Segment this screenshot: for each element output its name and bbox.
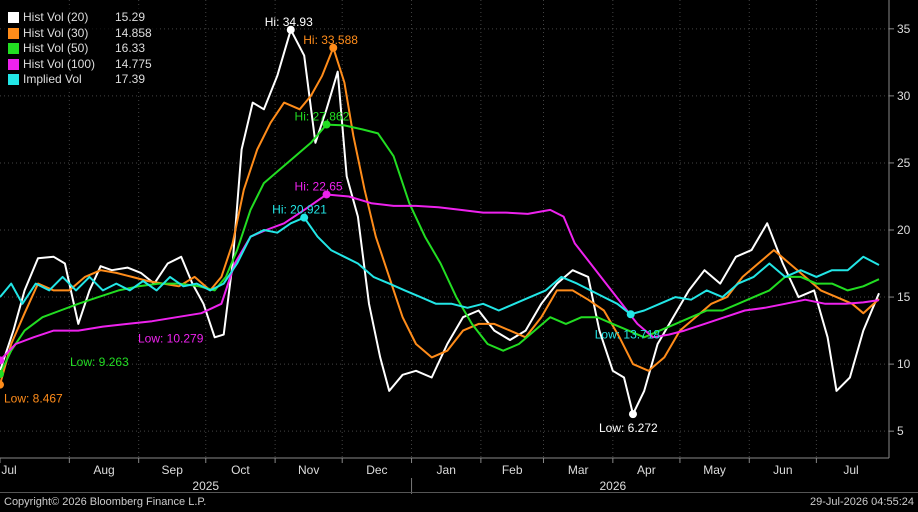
x-tick-label: Jul xyxy=(843,463,858,477)
legend-swatch xyxy=(8,58,19,70)
x-tick-label: Jun xyxy=(773,463,792,477)
legend-series-value: 15.29 xyxy=(115,10,146,24)
x-tick-label: Feb xyxy=(502,463,523,477)
marker-label-hi-1: Hi: 33.588 xyxy=(303,33,358,47)
x-tick-label: Jan xyxy=(437,463,456,477)
year-label: 2026 xyxy=(599,479,626,493)
x-tick-label: Apr xyxy=(637,463,656,477)
x-tick-label: Dec xyxy=(366,463,387,477)
legend-swatch xyxy=(8,12,19,24)
legend-series-name: Implied Vol xyxy=(23,72,82,86)
year-label: 2025 xyxy=(192,479,219,493)
x-tick-label: Mar xyxy=(568,463,589,477)
footer: Copyright© 2026 Bloomberg Finance L.P. 2… xyxy=(0,492,918,512)
marker-hi-3 xyxy=(322,190,331,199)
y-tick-label: 30 xyxy=(897,89,911,103)
y-tick-label: 25 xyxy=(897,156,911,170)
legend-series-value: 16.33 xyxy=(115,41,146,55)
marker-label-hi-0: Hi: 34.93 xyxy=(265,15,313,29)
legend-entry: Hist Vol (20) 15.29 xyxy=(8,10,155,26)
y-tick-label: 20 xyxy=(897,223,911,237)
series-lines xyxy=(0,28,880,416)
legend-entry: Hist Vol (50) 16.33 xyxy=(8,41,155,57)
marker-label-lo-2: Low: 9.263 xyxy=(70,355,129,369)
marker-lo-1 xyxy=(0,380,4,389)
marker-hi-1 xyxy=(329,43,338,52)
y-tick-label: 10 xyxy=(897,357,911,371)
legend-series-value: 14.858 xyxy=(115,25,152,40)
marker-label-hi-2: Hi: 27.862 xyxy=(295,110,350,124)
x-tick-label: Jul xyxy=(1,463,16,477)
marker-label-lo-4: Low: 13.718 xyxy=(595,327,661,341)
x-tick-label: May xyxy=(703,463,726,477)
legend-swatch xyxy=(8,43,19,55)
marker-label-hi-3: Hi: 22.65 xyxy=(295,179,343,193)
grid xyxy=(0,0,889,458)
series-line-0 xyxy=(0,28,880,416)
legend-series-name: Hist Vol (30) xyxy=(23,25,89,40)
marker-label-lo-0: Low: 6.272 xyxy=(599,421,658,435)
x-tick-label: Aug xyxy=(93,463,114,477)
marker-lo-0 xyxy=(628,410,637,419)
series-line-1 xyxy=(0,46,880,385)
y-tick-label: 35 xyxy=(897,22,911,36)
legend-series-name: Hist Vol (50) xyxy=(23,41,89,55)
marker-label-lo-3: Low: 10.279 xyxy=(138,331,204,345)
legend-swatch xyxy=(8,74,19,86)
x-axis: Jul Aug Sep Oct Nov Dec Jan Feb Mar Apr May Jun Jul 2… xyxy=(0,457,889,494)
y-tick-label: 15 xyxy=(897,290,911,304)
marker-lo-4 xyxy=(626,310,635,319)
marker-label-lo-1: Low: 8.467 xyxy=(4,392,63,406)
x-tick-label: Nov xyxy=(298,463,319,477)
legend: Hist Vol (20) 15.29 Hist Vol (30) 14.858 His… xyxy=(4,8,159,90)
series-line-2 xyxy=(0,123,880,375)
y-tick-label: 5 xyxy=(897,424,904,438)
series-line-3 xyxy=(0,193,880,362)
legend-series-name: Hist Vol (20) xyxy=(23,10,89,24)
x-tick-label: Sep xyxy=(162,463,184,477)
copyright-text: Copyright© 2026 Bloomberg Finance L.P. xyxy=(4,496,207,508)
legend-series-value: 14.775 xyxy=(115,56,152,71)
marker-hi-4 xyxy=(300,213,309,222)
timestamp-text: 29-Jul-2026 04:55:24 xyxy=(810,496,914,508)
legend-series-value: 17.39 xyxy=(115,72,146,86)
legend-entry: Hist Vol (100) 14.775 xyxy=(8,57,155,73)
marker-hi-2 xyxy=(322,120,331,129)
legend-entry: Implied Vol 17.39 xyxy=(8,72,155,88)
hi-low-markers: Hi: 34.93 Low: 6.272 Hi: 33.588 Low: 8.467 H… xyxy=(0,15,660,435)
legend-entry: Hist Vol (30) 14.858 xyxy=(8,26,155,42)
series-line-4 xyxy=(0,216,880,316)
y-axis: 5 10 15 20 25 30 35 xyxy=(888,0,911,458)
marker-lo-3 xyxy=(0,356,4,365)
marker-label-hi-4: Hi: 20.921 xyxy=(272,203,327,217)
x-tick-label: Oct xyxy=(231,463,250,477)
marker-hi-0 xyxy=(286,25,295,34)
legend-swatch xyxy=(8,27,19,39)
legend-series-name: Hist Vol (100) xyxy=(23,56,96,71)
marker-lo-2 xyxy=(0,370,4,379)
